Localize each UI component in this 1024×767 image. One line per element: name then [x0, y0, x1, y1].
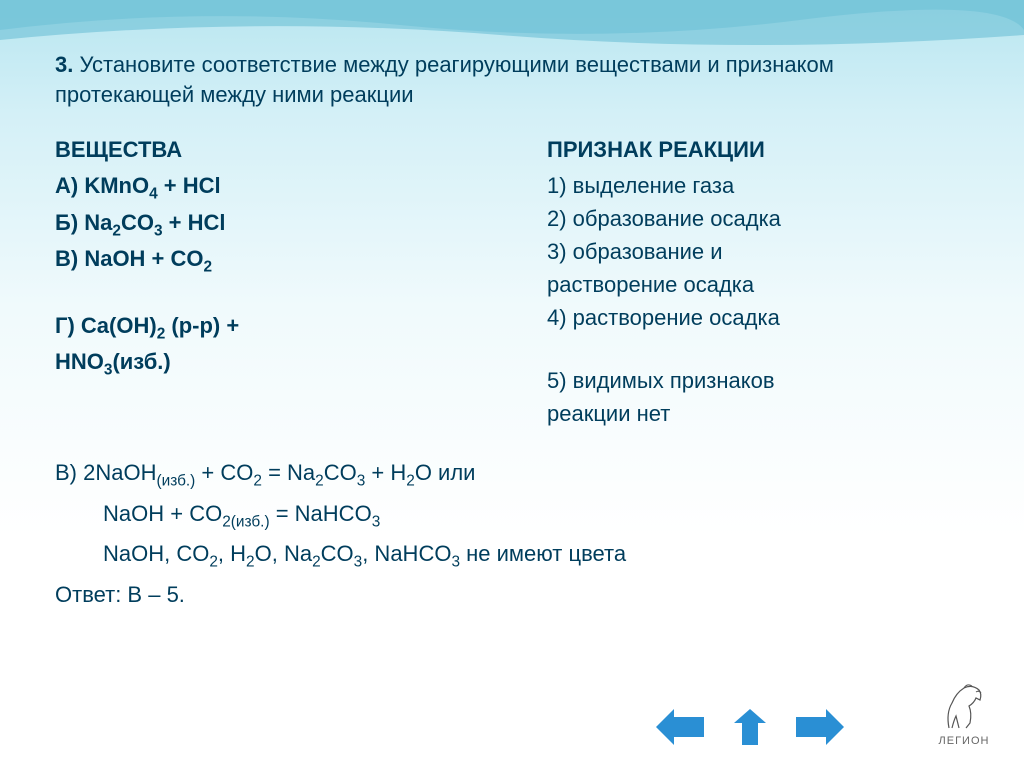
- slide-container: 3. Установите соответствие между реагиру…: [0, 0, 1024, 767]
- s3f: 2: [312, 554, 321, 571]
- s3j: 3: [451, 554, 460, 571]
- s1i: + H: [365, 460, 406, 485]
- item-g2: HNO3(изб.): [55, 345, 477, 382]
- s1j: 2: [406, 473, 415, 490]
- sign-3a: 3) образование и: [547, 235, 969, 268]
- nav-buttons: [656, 709, 844, 745]
- s3g: CO: [321, 541, 354, 566]
- sign-1: 1) выделение газа: [547, 169, 969, 202]
- next-button[interactable]: [796, 709, 844, 745]
- s3d: 2: [246, 554, 255, 571]
- sign-5a: 5) видимых признаков: [547, 364, 969, 397]
- v-text: В) NaOH + CO: [55, 246, 204, 271]
- sign-4: 4) растворение осадка: [547, 301, 969, 334]
- item-b: Б) Na2CO3 + HCl: [55, 206, 477, 243]
- substances-header: ВЕЩЕСТВА: [55, 137, 477, 163]
- prev-button[interactable]: [656, 709, 704, 745]
- s1b: (изб.): [156, 473, 195, 490]
- s1f: 2: [315, 473, 324, 490]
- s2a: NaOH + CO: [103, 501, 222, 526]
- solution-line-3: NaOH, CO2, H2O, Na2CO3, NaHCO3 не имеют …: [55, 537, 969, 574]
- b-sub1: 2: [112, 222, 121, 239]
- b-mid: CO: [121, 210, 154, 235]
- g2-text: HNO: [55, 349, 104, 374]
- signs-header: ПРИЗНАК РЕАКЦИИ: [547, 137, 969, 163]
- item-g: Г) Ca(OH)2 (р-р) +: [55, 309, 477, 346]
- solution-line-1: В) 2NaOH(изб.) + CO2 = Na2CO3 + H2O или: [55, 456, 969, 493]
- s2b: 2(изб.): [222, 513, 269, 530]
- g-sub: 2: [157, 325, 166, 342]
- right-column: ПРИЗНАК РЕАКЦИИ 1) выделение газа 2) обр…: [547, 137, 969, 430]
- s1g: CO: [324, 460, 357, 485]
- s1c: + CO: [195, 460, 253, 485]
- spacer2: [547, 334, 969, 364]
- columns-container: ВЕЩЕСТВА А) KMnO4 + HCl Б) Na2CO3 + HCl …: [55, 137, 969, 430]
- logo-container: ЛЕГИОН: [934, 678, 994, 747]
- g-text: Г) Ca(OH): [55, 313, 157, 338]
- s1a: В) 2NaOH: [55, 460, 156, 485]
- a-text: А) KMnO: [55, 173, 149, 198]
- item-a: А) KMnO4 + HCl: [55, 169, 477, 206]
- s1d: 2: [253, 473, 262, 490]
- home-button[interactable]: [726, 709, 774, 745]
- answer-line: Ответ: В – 5.: [55, 578, 969, 611]
- wave-decoration: [0, 0, 1024, 80]
- g-mid: (р-р) +: [165, 313, 239, 338]
- g2-end: (изб.): [112, 349, 170, 374]
- v-sub: 2: [204, 259, 213, 276]
- b-text: Б) Na: [55, 210, 112, 235]
- s3c: , H: [218, 541, 246, 566]
- s3i: , NaHCO: [362, 541, 451, 566]
- s2d: 3: [372, 513, 381, 530]
- s1h: 3: [357, 473, 366, 490]
- s3h: 3: [354, 554, 363, 571]
- s3e: O, Na: [255, 541, 312, 566]
- item-v: В) NaOH + CO2: [55, 242, 477, 279]
- s3b: 2: [209, 554, 218, 571]
- sign-5b: реакции нет: [547, 397, 969, 430]
- s1k: O или: [415, 460, 476, 485]
- horse-icon: [934, 678, 994, 733]
- sign-2: 2) образование осадка: [547, 202, 969, 235]
- solution-line-2: NaOH + CO2(изб.) = NaHCO3: [55, 497, 969, 534]
- b-sub2: 3: [154, 222, 163, 239]
- left-column: ВЕЩЕСТВА А) KMnO4 + HCl Б) Na2CO3 + HCl …: [55, 137, 477, 430]
- b-plus: + HCl: [163, 210, 226, 235]
- logo-text: ЛЕГИОН: [939, 735, 990, 747]
- s3a: NaOH, CO: [103, 541, 209, 566]
- a-sub: 4: [149, 186, 158, 203]
- spacer: [55, 279, 477, 309]
- s2c: = NaHCO: [270, 501, 372, 526]
- s1e: = Na: [262, 460, 315, 485]
- a-plus: + HCl: [158, 173, 221, 198]
- s3k: не имеют цвета: [460, 541, 626, 566]
- sign-3b: растворение осадка: [547, 268, 969, 301]
